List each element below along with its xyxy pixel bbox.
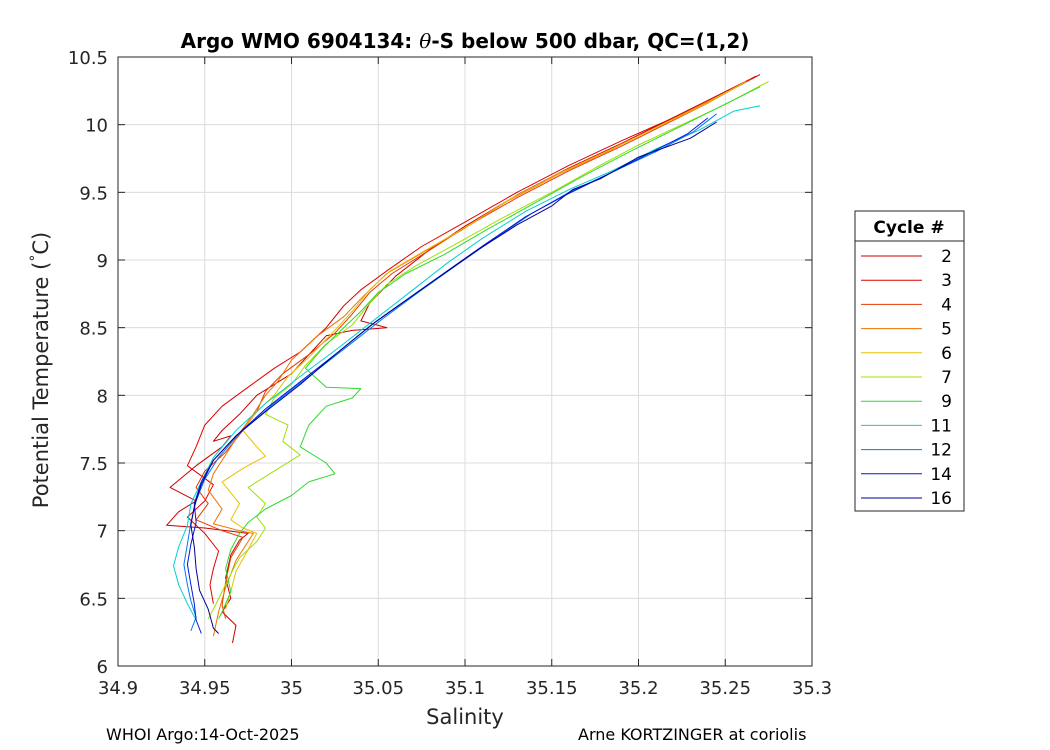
y-tick-label: 6 [97, 657, 108, 678]
footer-attribution: Arne KORTZINGER at coriolis [578, 725, 807, 744]
legend-box [854, 210, 965, 512]
x-axis-label: Salinity [426, 705, 504, 729]
legend-entry-cycle-4: 4 [861, 295, 952, 315]
legend-label: 5 [941, 320, 952, 340]
legend-entry-cycle-7: 7 [861, 368, 952, 388]
y-axis-label-degree: ° [28, 255, 44, 262]
x-tick-label: 35.15 [526, 678, 578, 699]
y-tick-label: 6.5 [79, 589, 108, 610]
legend-title: Cycle # [873, 218, 944, 238]
legend-entry-cycle-11: 11 [861, 416, 952, 436]
series-line-cycle-12 [183, 113, 717, 631]
y-tick-label: 8.5 [79, 319, 108, 340]
x-tick-label: 35 [280, 678, 303, 699]
y-tick-label: 7 [97, 522, 108, 543]
y-tick-label: 10 [85, 116, 108, 137]
legend-entry-cycle-2: 2 [861, 247, 952, 267]
legend-entry-cycle-6: 6 [861, 344, 952, 364]
legend-entry-cycle-12: 12 [861, 441, 952, 461]
series-line-cycle-3 [186, 74, 761, 604]
series-line-cycle-9 [218, 86, 761, 619]
chart-title-prefix: Argo WMO 6904134: [181, 29, 420, 53]
legend-label: 12 [930, 441, 952, 461]
series-line-cycle-2 [166, 75, 757, 644]
legend-entry-cycle-9: 9 [861, 392, 952, 412]
series-line-cycle-14 [186, 117, 709, 634]
legend-label: 6 [941, 344, 952, 364]
legend-label: 4 [941, 295, 952, 315]
legend-entry-cycle-14: 14 [861, 465, 952, 485]
chart-title-suffix: -S below 500 dbar, QC=(1,2) [431, 29, 749, 53]
legend: Cycle # 2 3 4 5 6 7 9 11 12 14 16 [854, 210, 965, 512]
chart-title-symbol: θ [419, 29, 431, 53]
legend-label: 7 [941, 368, 952, 388]
x-tick-label: 35.3 [792, 678, 832, 699]
y-tick-label: 9.5 [79, 183, 108, 204]
y-tick-label: 7.5 [79, 454, 108, 475]
legend-label: 9 [941, 392, 952, 412]
x-tick-label: 34.9 [98, 678, 138, 699]
y-tick-labels: 6 6.5 7 7.5 8 8.5 9 9.5 10 10.5 [68, 48, 108, 678]
legend-entry-cycle-3: 3 [861, 271, 952, 291]
series-line-cycle-16 [190, 121, 717, 634]
y-tick-label: 8 [97, 386, 108, 407]
x-tick-labels: 34.9 34.95 35 35.05 35.1 35.15 35.2 35.25 35.3 [98, 678, 832, 699]
x-tick-label: 34.95 [179, 678, 231, 699]
footer-source-date: WHOI Argo:14-Oct-2025 [106, 725, 300, 744]
legend-entries: 2 3 4 5 6 7 9 11 12 14 16 [861, 247, 952, 509]
y-tick-label: 9 [97, 251, 108, 272]
x-tick-label: 35.05 [352, 678, 404, 699]
series-line-cycle-6 [221, 80, 747, 610]
series-line-cycle-7 [207, 80, 769, 619]
legend-label: 14 [930, 465, 952, 485]
legend-label: 11 [930, 416, 952, 436]
y-axis-label: Potential Temperature (°C) [28, 232, 53, 508]
legend-label: 3 [941, 271, 952, 291]
x-tick-label: 35.2 [618, 678, 658, 699]
y-axis-label-unit: C) [29, 232, 53, 255]
tick-marks [117, 56, 813, 667]
series-line-cycle-4 [195, 78, 752, 619]
legend-label: 16 [930, 489, 952, 509]
chart-title: Argo WMO 6904134: θ-S below 500 dbar, QC… [181, 29, 750, 53]
series-lines [166, 74, 769, 644]
x-tick-label: 35.1 [445, 678, 485, 699]
series-line-cycle-11 [173, 105, 761, 621]
legend-entry-cycle-16: 16 [861, 489, 952, 509]
y-axis-label-main: Potential Temperature ( [29, 262, 53, 509]
legend-label: 2 [941, 247, 952, 267]
x-tick-label: 35.25 [699, 678, 751, 699]
legend-entry-cycle-5: 5 [861, 320, 952, 340]
y-tick-label: 10.5 [68, 48, 108, 69]
